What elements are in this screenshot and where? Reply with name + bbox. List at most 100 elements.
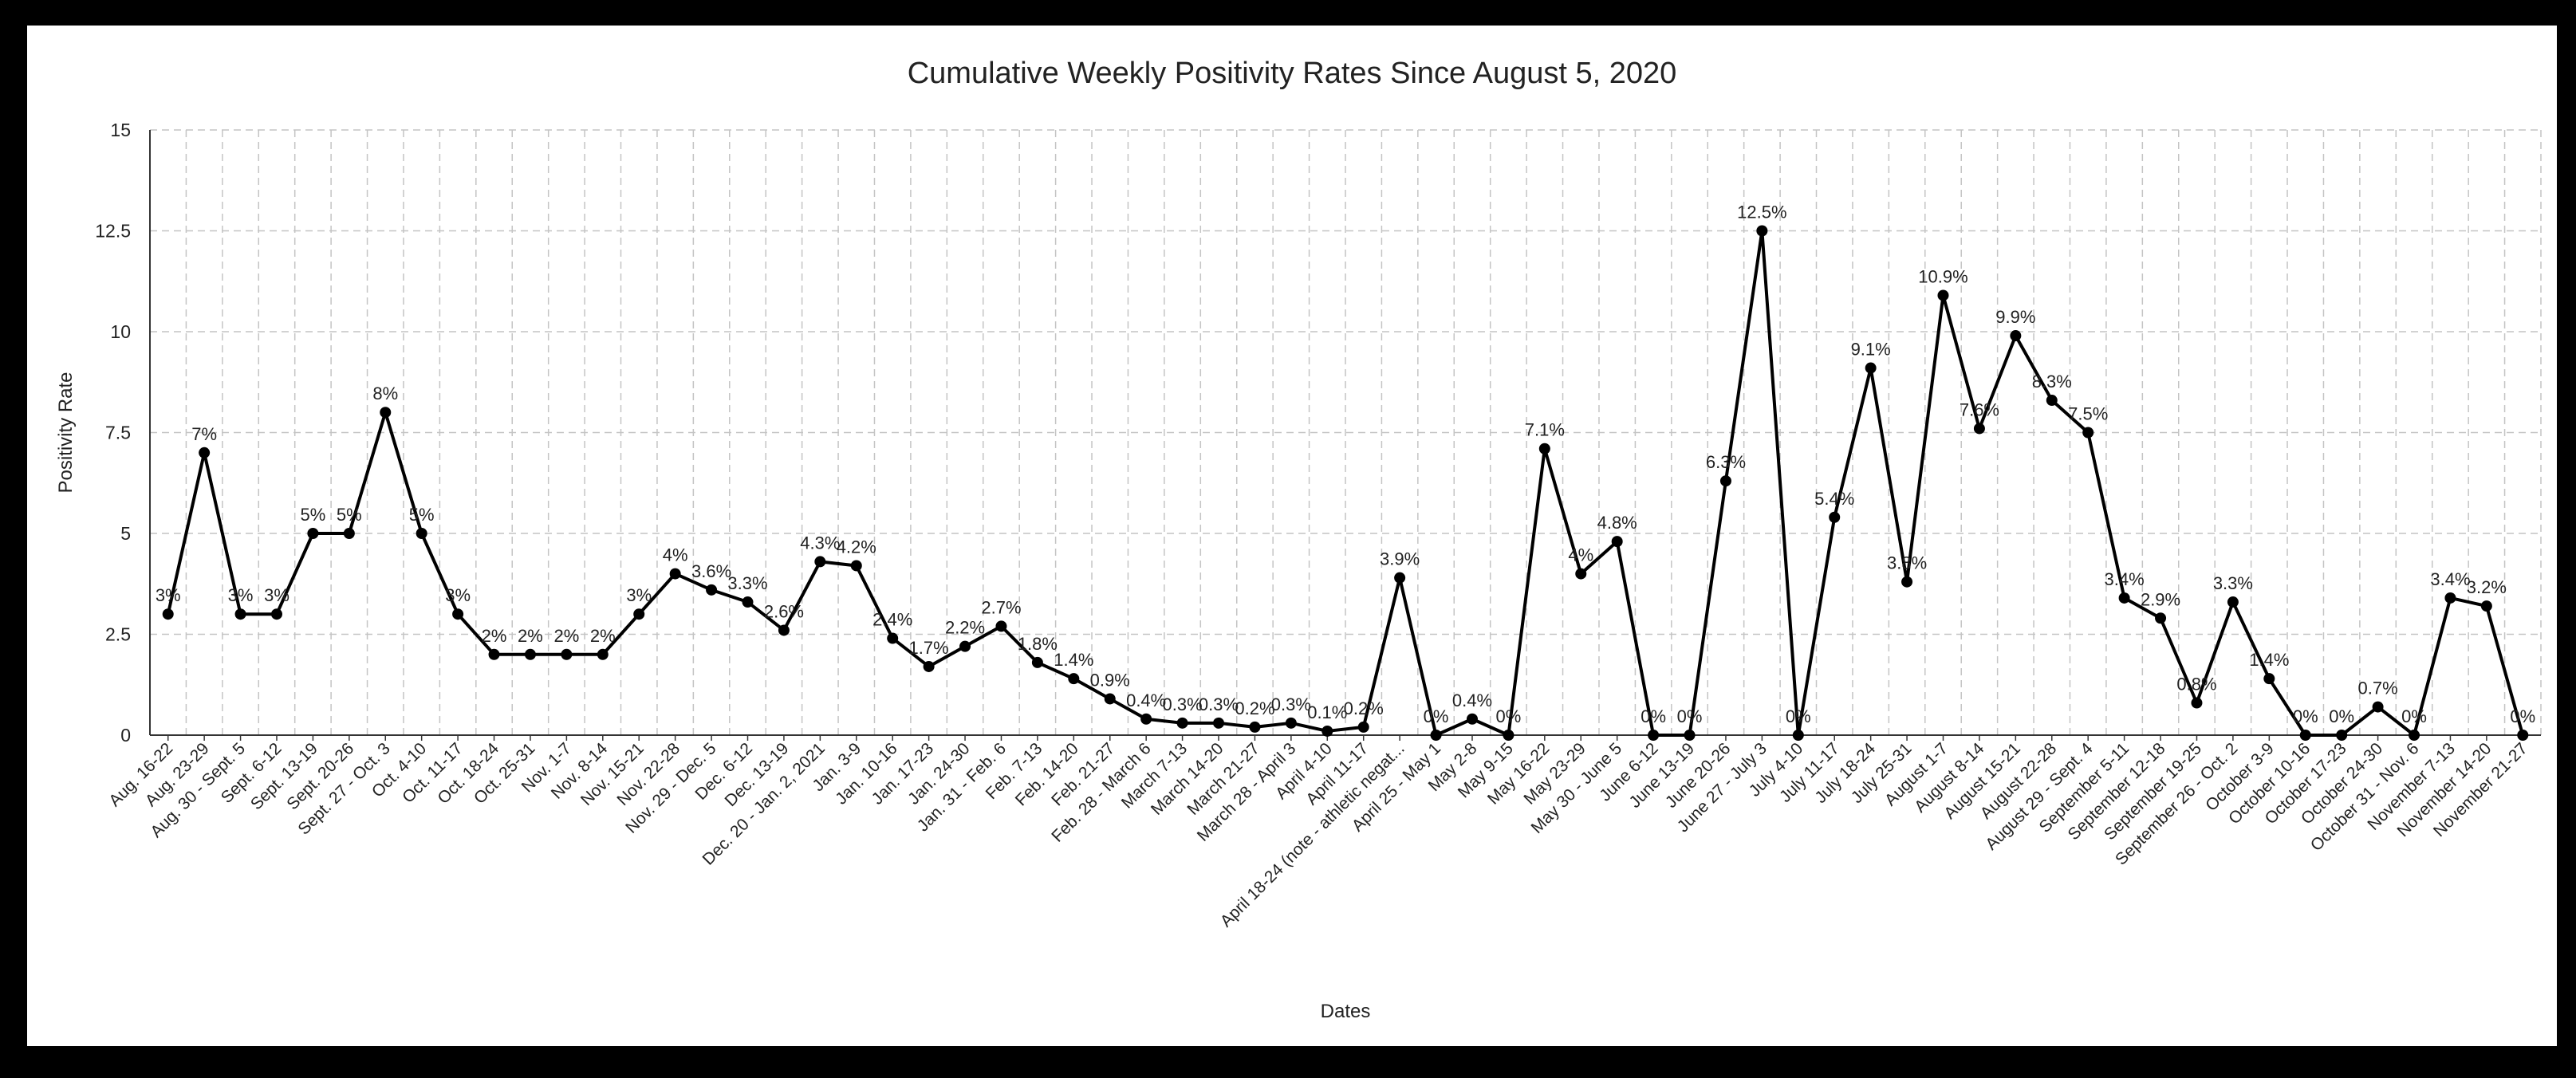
data-point [1901, 576, 1913, 588]
data-label: 3% [228, 585, 254, 605]
data-label: 5% [301, 505, 326, 525]
data-label: 8.3% [2032, 372, 2072, 391]
data-point [2517, 730, 2529, 741]
data-point [416, 528, 427, 539]
data-point [2263, 673, 2275, 685]
data-label: 0.3% [1271, 694, 1311, 714]
data-point [1684, 730, 1696, 741]
data-point [2046, 395, 2058, 407]
data-point [850, 560, 862, 572]
data-point [1792, 730, 1804, 741]
data-point [1503, 730, 1514, 741]
data-label: 4% [663, 545, 688, 565]
gridlines [150, 129, 2542, 735]
data-point [1430, 730, 1442, 741]
data-point [380, 407, 392, 419]
data-label: 0% [1786, 706, 1811, 726]
data-label: 1.8% [1018, 634, 1058, 654]
data-label: 3.2% [2467, 577, 2507, 597]
data-point [923, 660, 935, 672]
data-point [1466, 713, 1478, 725]
data-label: 7.6% [1960, 399, 1999, 419]
data-point [270, 608, 282, 620]
data-label: 1.4% [2249, 650, 2289, 670]
data-label: 0% [2510, 706, 2535, 726]
data-label: 0% [2293, 706, 2318, 726]
data-point [1357, 721, 1369, 733]
data-point [1031, 656, 1043, 668]
data-point [1104, 693, 1116, 705]
data-point [162, 608, 174, 620]
data-label: 4.8% [1597, 513, 1637, 533]
data-point [2227, 596, 2239, 608]
data-point [706, 584, 718, 596]
data-label: 2.4% [872, 610, 912, 630]
data-point [1865, 362, 1877, 374]
data-point [1249, 721, 1261, 733]
data-label: 10.9% [1918, 266, 1967, 286]
data-label: 0.2% [1344, 698, 1384, 718]
data-label: 0% [2329, 706, 2354, 726]
y-tick-label: 0 [120, 725, 131, 746]
data-points [162, 225, 2529, 741]
data-label: 0.8% [2176, 675, 2216, 694]
y-axis-title: Positivity Rate [55, 372, 77, 493]
data-point [2010, 330, 2022, 342]
data-point [1538, 443, 1550, 454]
data-point [199, 447, 211, 458]
data-label: 4.3% [800, 533, 840, 553]
data-point [1756, 225, 1768, 237]
data-point [1937, 289, 1949, 301]
data-label: 0.4% [1126, 690, 1166, 710]
data-point [2082, 427, 2094, 439]
data-point [2444, 592, 2456, 604]
data-point [2155, 612, 2167, 624]
data-point [343, 528, 355, 539]
data-label: 2% [590, 626, 616, 646]
y-tick-label: 10 [110, 321, 131, 342]
y-tick-label: 2.5 [105, 624, 131, 645]
data-point [1829, 511, 1841, 523]
data-label: 8% [372, 384, 398, 403]
data-point [524, 648, 536, 660]
data-point [778, 624, 790, 636]
data-label: 3.4% [2430, 569, 2470, 589]
y-axis-ticks: 0 2.5 5 7.5 10 12.5 15 [95, 120, 131, 746]
data-label: 0.4% [1452, 690, 1492, 710]
data-label: 4.2% [837, 537, 876, 557]
data-label: 0.1% [1307, 702, 1347, 722]
data-point [561, 648, 573, 660]
chart-title: Cumulative Weekly Positivity Rates Since… [908, 57, 1677, 90]
data-point [669, 568, 681, 580]
y-tick-label: 5 [120, 523, 131, 544]
data-label: 0% [1424, 706, 1449, 726]
data-point [2299, 730, 2311, 741]
data-label: 7.5% [2068, 404, 2108, 424]
data-point [1140, 713, 1152, 725]
data-label: 2% [518, 626, 543, 646]
data-point [742, 596, 754, 608]
data-point [1285, 717, 1297, 729]
data-label: 0% [1496, 706, 1522, 726]
data-label: 2.7% [981, 597, 1021, 617]
data-point [307, 528, 319, 539]
data-label: 3% [264, 585, 290, 605]
data-point [1321, 725, 1333, 737]
data-point [597, 648, 609, 660]
data-point [1973, 423, 1985, 435]
data-label: 9.1% [1851, 340, 1891, 360]
data-point [1575, 568, 1587, 580]
data-point [995, 620, 1007, 632]
data-label: 12.5% [1737, 203, 1786, 222]
data-label: 0% [1677, 706, 1703, 726]
data-label: 3% [445, 585, 471, 605]
data-point [2409, 730, 2420, 741]
data-point [2480, 600, 2492, 612]
data-point [1648, 730, 1660, 741]
data-label: 2.2% [945, 618, 985, 638]
data-label: 0.2% [1235, 698, 1274, 718]
data-label: 3% [626, 585, 652, 605]
data-label: 1.4% [1054, 650, 1093, 670]
data-point [2372, 701, 2384, 713]
